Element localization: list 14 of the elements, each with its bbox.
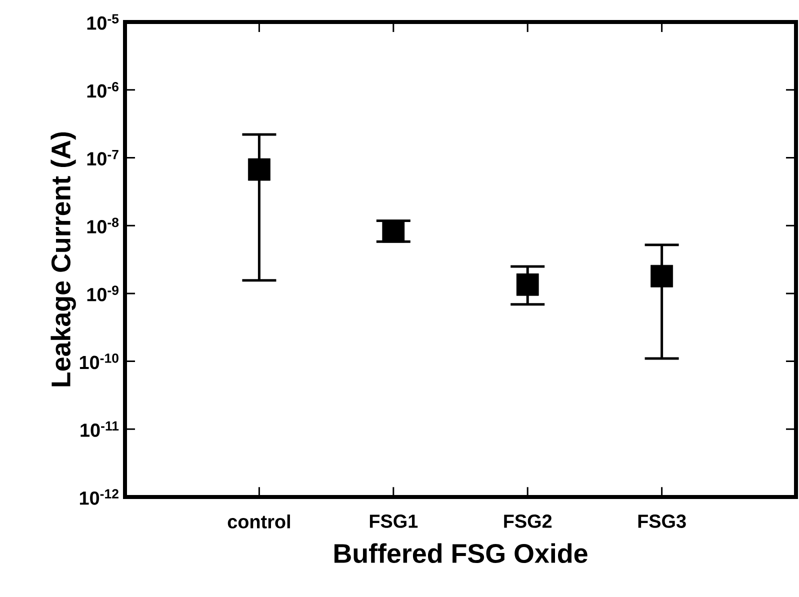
y-tick-label: 10$^{-11}$ (80, 421, 119, 437)
x-tick-label: FSG3 (638, 514, 686, 528)
y-tick-label: 10$^{-8}$ (87, 218, 119, 234)
x-axis-title: Buffered FSG Oxide (334, 543, 588, 564)
x-tick-label: control (228, 514, 290, 528)
y-axis-title: Leakage Current (A) (50, 132, 76, 386)
x-tick-label: FSG1 (370, 514, 418, 528)
x-tick-label: FSG2 (504, 514, 552, 528)
y-tick-label: 10$^{-12}$ (80, 489, 118, 505)
y-tick-label: 10$^{-5}$ (87, 14, 119, 30)
y-tick-label: 10$^{-7}$ (87, 150, 118, 166)
y-tick-label: 10$^{-10}$ (80, 353, 118, 370)
y-tick-label: 10$^{-6}$ (87, 82, 119, 98)
y-tick-label: 10$^{-9}$ (87, 286, 118, 302)
